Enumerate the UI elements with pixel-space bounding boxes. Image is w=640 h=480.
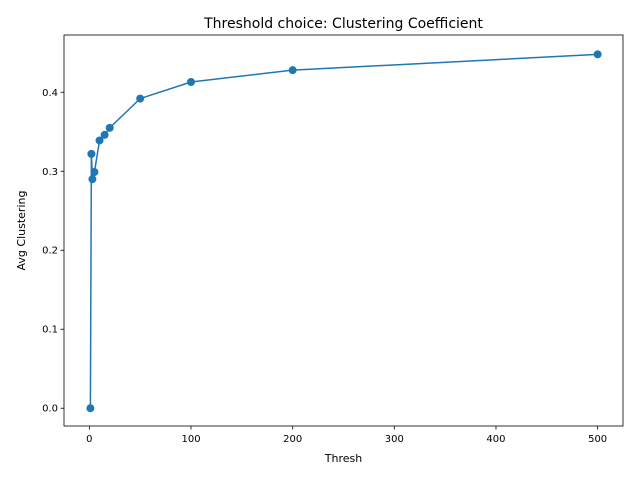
- data-point: [86, 404, 95, 413]
- data-point: [90, 168, 99, 177]
- x-tick-label: 300: [385, 434, 404, 445]
- y-tick-label: 0.1: [42, 325, 58, 336]
- data-point: [88, 175, 97, 184]
- plot-area: [63, 34, 624, 427]
- x-tick-label: 400: [486, 434, 505, 445]
- data-point: [95, 136, 104, 145]
- series-layer: [86, 50, 602, 413]
- x-tick-label: 500: [588, 434, 607, 445]
- y-axis: 0.0 0.1 0.2 0.3 0.4: [42, 88, 64, 415]
- data-point: [187, 77, 196, 86]
- data-point: [105, 123, 114, 132]
- y-axis-label: Avg Clustering: [15, 191, 28, 271]
- y-tick-label: 0.3: [42, 167, 58, 178]
- data-point: [288, 66, 297, 75]
- data-point: [100, 130, 109, 139]
- chart-title: Threshold choice: Clustering Coefficient: [203, 16, 483, 32]
- y-tick-label: 0.0: [42, 404, 58, 415]
- x-axis: 0 100 200 300 400 500: [86, 426, 607, 445]
- data-point: [136, 94, 145, 103]
- y-tick-label: 0.4: [42, 88, 58, 99]
- x-tick-label: 100: [181, 434, 200, 445]
- data-point: [593, 50, 602, 59]
- x-tick-label: 0: [86, 434, 92, 445]
- data-point: [87, 149, 96, 158]
- plot-background: [64, 35, 623, 426]
- y-tick-label: 0.2: [42, 246, 58, 257]
- x-tick-label: 200: [283, 434, 302, 445]
- plot-frame: [63, 34, 624, 427]
- x-axis-label: Thresh: [324, 452, 362, 465]
